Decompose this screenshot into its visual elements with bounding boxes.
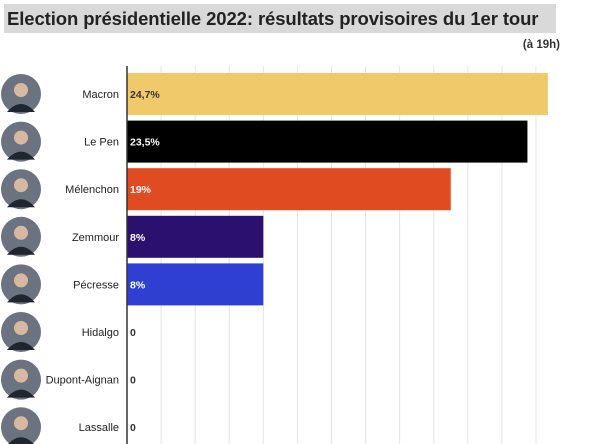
category-label: Lassalle xyxy=(79,422,119,434)
chart-title: Election présidentielle 2022: résultats … xyxy=(7,8,539,29)
data-label: 8% xyxy=(130,232,146,244)
data-label: 19% xyxy=(130,184,152,196)
category-label: Le Pen xyxy=(84,137,119,149)
lassalle-photo-icon xyxy=(1,407,41,444)
category-label: Zemmour xyxy=(72,232,119,244)
category-label: Pécresse xyxy=(73,279,119,291)
category-label: Mélenchon xyxy=(65,184,119,196)
data-label: 23,5% xyxy=(130,137,160,149)
category-label: Macron xyxy=(82,89,119,101)
zemmour-photo-icon xyxy=(1,216,41,257)
pecresse-photo-icon xyxy=(1,264,41,305)
data-label: 0 xyxy=(130,327,136,339)
melenchon-photo-icon xyxy=(1,169,41,210)
hidalgo-photo-icon xyxy=(1,312,41,352)
bar xyxy=(127,168,451,211)
bar xyxy=(127,120,528,163)
category-label: Hidalgo xyxy=(82,327,119,339)
bar xyxy=(127,73,548,115)
data-label: 0 xyxy=(130,375,136,387)
macron-photo-icon xyxy=(1,74,41,114)
le-pen-photo-icon xyxy=(1,121,41,162)
dupont-aignan-photo-icon xyxy=(1,359,41,400)
bar xyxy=(127,215,264,258)
bar xyxy=(127,263,264,306)
data-label: 0 xyxy=(130,422,136,434)
category-label: Dupont-Aignan xyxy=(46,375,119,387)
data-label: 8% xyxy=(130,279,146,291)
title-bar xyxy=(4,4,556,33)
data-label: 24,7% xyxy=(130,89,160,101)
chart-subtitle: (à 19h) xyxy=(522,39,560,51)
